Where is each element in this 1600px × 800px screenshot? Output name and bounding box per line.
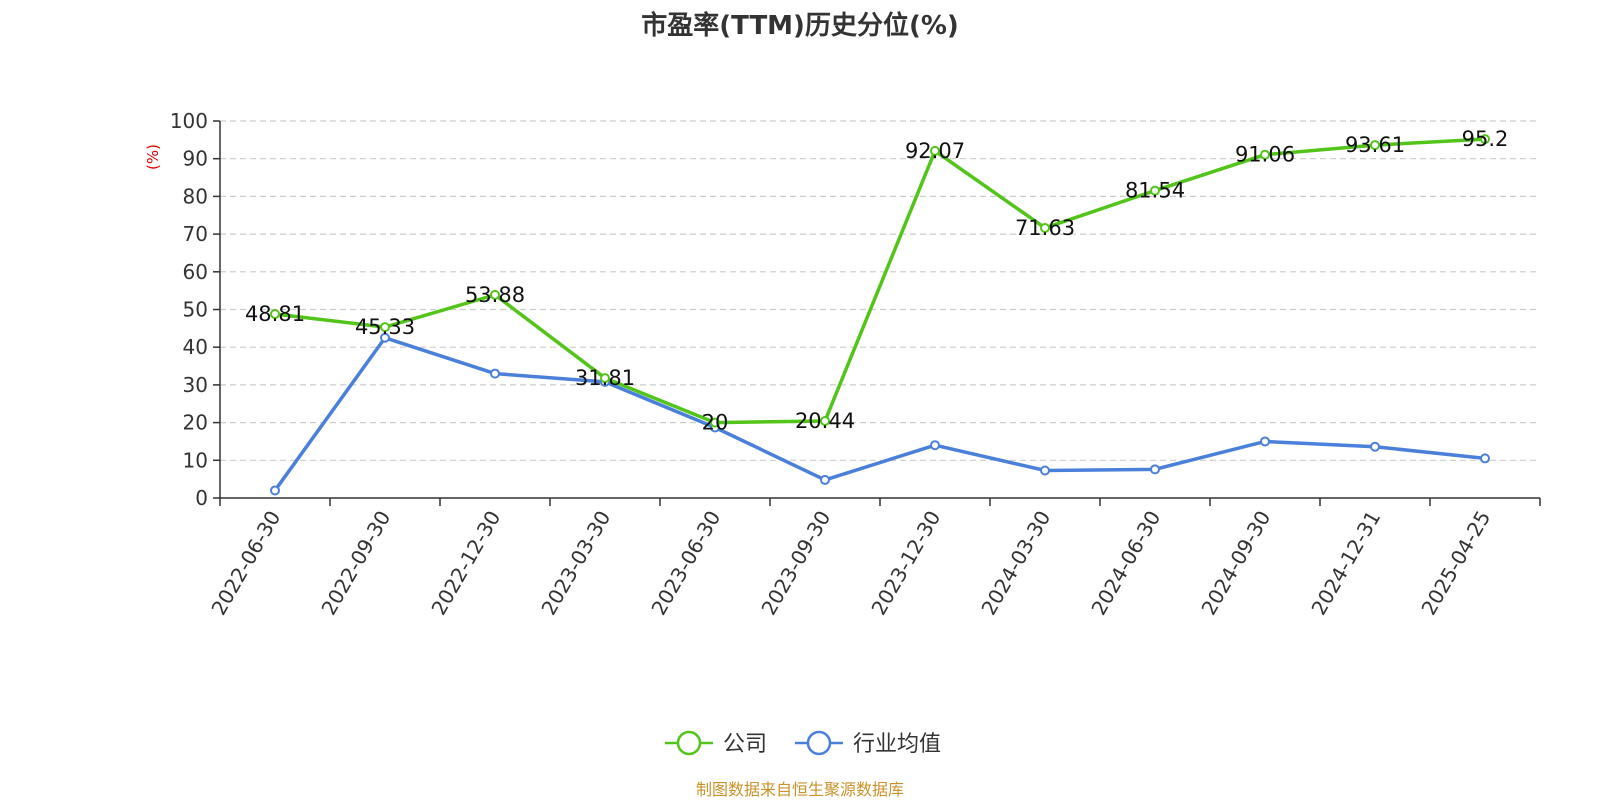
legend-item-1[interactable]: 行业均值 [795,730,941,757]
data-label: 93.61 [1345,133,1405,157]
data-point[interactable] [1370,441,1380,452]
x-tick-label: 2022-09-30 [316,507,395,620]
y-tick-label: 30 [183,373,208,397]
data-label: 91.06 [1235,143,1295,167]
data-label: 71.63 [1015,216,1075,240]
data-point[interactable] [380,332,390,343]
data-point[interactable] [1480,134,1490,145]
y-tick-label: 70 [183,222,208,246]
x-tick-label: 2024-09-30 [1196,507,1275,620]
x-tick-label: 2023-12-30 [866,507,945,620]
data-point[interactable] [490,368,500,379]
y-tick-label: 10 [183,448,208,472]
y-tick-label: 40 [183,335,208,359]
y-axis-unit-label: (%) [144,144,162,170]
grid-lines [220,120,1540,461]
x-tick-label: 2024-12-31 [1306,507,1385,620]
data-label: 81.54 [1125,179,1185,203]
source-note: 制图数据来自恒生聚源数据库 [696,780,904,799]
y-tick-label: 20 [183,411,208,435]
data-point[interactable] [1150,185,1160,196]
y-tick-label: 80 [183,184,208,208]
x-tick-label: 2023-09-30 [756,507,835,620]
series-line-0 [274,137,1486,425]
y-tick-label: 50 [183,298,208,322]
x-tick-label: 2022-12-30 [426,507,505,620]
data-label: 20.44 [795,409,855,433]
data-point[interactable] [1040,465,1050,476]
legend-label: 行业均值 [853,732,941,757]
x-tick-label: 2023-03-30 [536,507,615,620]
data-point[interactable] [820,474,830,485]
legend-marker [676,730,702,756]
data-point[interactable] [710,417,720,428]
series-line-1 [273,336,1486,492]
x-tick-label: 2024-06-30 [1086,507,1165,620]
data-point[interactable] [1040,222,1050,233]
data-label: 48.81 [245,302,305,326]
data-label: 95.2 [1462,127,1509,151]
data-point[interactable] [490,289,500,300]
data-point[interactable] [930,145,940,156]
data-point[interactable] [270,308,280,319]
data-point[interactable] [270,485,280,496]
legend-item-0[interactable]: 公司 [665,730,767,757]
data-point[interactable] [930,440,940,451]
legend-marker [806,730,832,756]
legend-label: 公司 [723,732,767,757]
data-labels: 48.81 45.33 53.88 31.81 20 20.44 92.07 71.63 81.… [245,127,1508,435]
axes: 0 10 20 30 40 50 60 70 80 90 100 2022-06-30 2022-09-… [170,109,1541,620]
data-point[interactable] [1260,436,1270,447]
data-label: 45.33 [355,315,415,339]
data-point[interactable] [1480,453,1490,464]
y-tick-label: 90 [183,147,208,171]
data-point[interactable] [1370,140,1380,151]
y-tick-label: 100 [170,109,208,133]
y-tick-label: 60 [183,260,208,284]
data-label: 31.81 [575,366,635,390]
chart-title: 市盈率(TTM)历史分位(%) [641,10,959,41]
data-point[interactable] [820,415,830,426]
series-lines [270,134,1490,496]
y-tick-label: 0 [195,486,208,510]
data-label: 20 [702,411,729,435]
data-label: 92.07 [905,139,965,163]
data-point[interactable] [1150,464,1160,475]
data-point[interactable] [600,373,610,384]
x-tick-label: 2023-06-30 [646,507,725,620]
x-tick-label: 2024-03-30 [976,507,1055,620]
data-label: 53.88 [465,283,525,307]
data-point[interactable] [380,322,390,333]
x-tick-label: 2025-04-25 [1416,507,1495,620]
x-tick-label: 2022-06-30 [206,507,285,620]
legend[interactable]: 公司 行业均值 [665,730,941,757]
data-point[interactable] [1260,149,1270,160]
